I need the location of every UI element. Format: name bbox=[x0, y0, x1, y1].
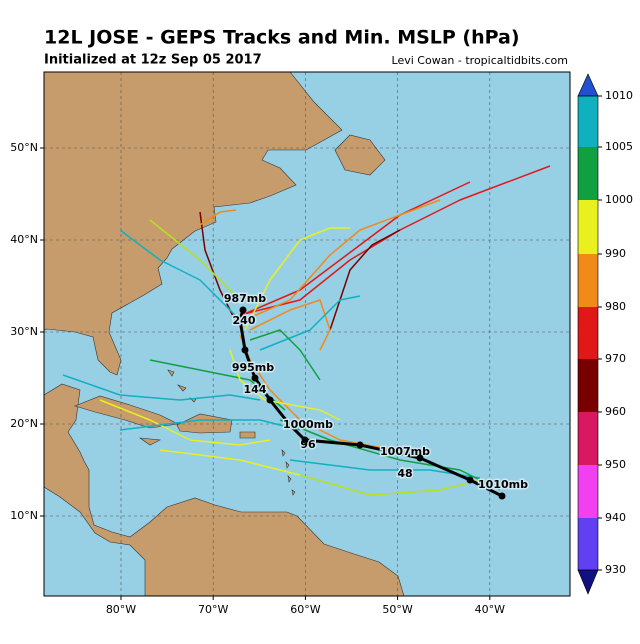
mean-track-label: 144 bbox=[244, 383, 267, 396]
colorbar-band bbox=[578, 518, 598, 570]
colorbar-band bbox=[578, 200, 598, 254]
colorbar-band bbox=[578, 412, 598, 465]
lat-label: 30°N bbox=[10, 325, 38, 338]
colorbar-band bbox=[578, 359, 598, 412]
colorbar-label: 1010 bbox=[605, 89, 633, 102]
track-point bbox=[356, 441, 364, 449]
colorbar-band bbox=[578, 147, 598, 200]
track-point bbox=[241, 346, 249, 354]
colorbar-label: 990 bbox=[605, 247, 626, 260]
mean-track-label: 48 bbox=[397, 467, 412, 480]
colorbar-label: 940 bbox=[605, 511, 626, 524]
credit: Levi Cowan - tropicaltidbits.com bbox=[392, 54, 568, 67]
lon-label: 70°W bbox=[198, 603, 228, 616]
colorbar-band bbox=[578, 96, 598, 147]
colorbar-band bbox=[578, 465, 598, 518]
lat-label: 40°N bbox=[10, 233, 38, 246]
subtitle: Initialized at 12z Sep 05 2017 bbox=[44, 53, 262, 68]
colorbar-band bbox=[578, 307, 598, 359]
colorbar-label: 950 bbox=[605, 458, 626, 471]
track-point bbox=[416, 454, 424, 462]
lon-label: 80°W bbox=[106, 603, 136, 616]
mean-track-label: 995mb bbox=[232, 361, 274, 374]
lon-label: 60°W bbox=[290, 603, 320, 616]
colorbar-top bbox=[577, 73, 599, 97]
track-point bbox=[301, 436, 309, 444]
colorbar-frame bbox=[577, 95, 599, 571]
colorbar-band bbox=[578, 254, 598, 307]
lat-label: 50°N bbox=[10, 141, 38, 154]
title: 12L JOSE - GEPS Tracks and Min. MSLP (hP… bbox=[44, 27, 520, 49]
track-point bbox=[466, 476, 474, 484]
colorbar-bottom bbox=[577, 569, 599, 595]
grid bbox=[44, 72, 570, 596]
lat-label: 10°N bbox=[10, 509, 38, 522]
mean-track-label: 1000mb bbox=[283, 418, 333, 431]
colorbar-label: 1000 bbox=[605, 193, 633, 206]
mean-track-label: 1010mb bbox=[478, 478, 528, 491]
track-point bbox=[239, 306, 247, 314]
track-point bbox=[266, 396, 274, 404]
colorbar-label: 980 bbox=[605, 300, 626, 313]
lon-label: 40°W bbox=[475, 603, 505, 616]
mean-track-label: 987mb bbox=[224, 292, 266, 305]
colorbar: 1010 1005 1000 990 980 970 960 950 940 930 bbox=[577, 73, 633, 595]
colorbar-label: 930 bbox=[605, 563, 626, 576]
colorbar-label: 1005 bbox=[605, 140, 633, 153]
track-point bbox=[251, 374, 259, 382]
lon-label: 50°W bbox=[382, 603, 412, 616]
track-point bbox=[498, 492, 506, 500]
colorbar-label: 960 bbox=[605, 405, 626, 418]
mean-track bbox=[238, 309, 503, 498]
lat-label: 20°N bbox=[10, 417, 38, 430]
map-frame bbox=[43, 71, 571, 597]
mean-track-label: 240 bbox=[233, 314, 256, 327]
colorbar-label: 970 bbox=[605, 352, 626, 365]
